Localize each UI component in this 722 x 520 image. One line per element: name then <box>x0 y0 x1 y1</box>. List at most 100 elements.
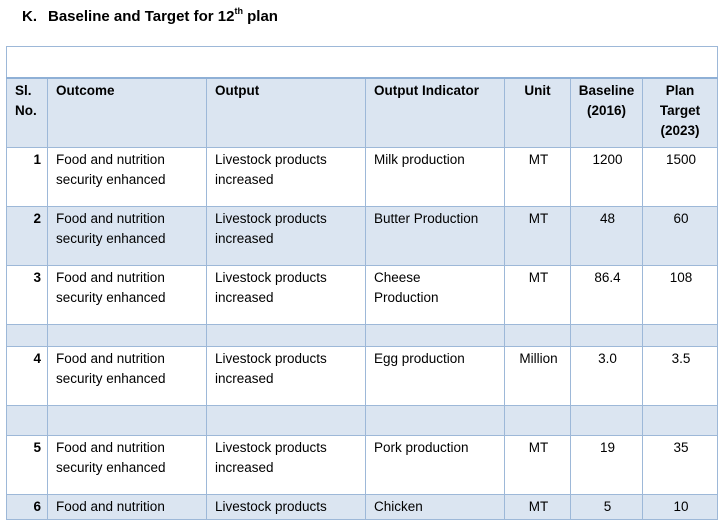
header-outcome: Outcome <box>47 77 207 148</box>
cell-target: 60 <box>641 206 719 266</box>
cell-outcome-line1: Food and nutrition <box>56 351 165 366</box>
section-letter: K. <box>22 8 37 25</box>
cell-baseline: 5 <box>570 494 643 520</box>
cell-output: Livestock products <box>206 494 366 520</box>
cell-output-line2: increased <box>215 172 274 187</box>
cell-outcome-line2: security enhanced <box>56 290 166 305</box>
cell-indicator-line1: Cheese <box>374 270 421 285</box>
cell-outcome-line2: security enhanced <box>56 371 166 386</box>
cell-indicator: Butter Production <box>365 206 505 266</box>
header-target-line1: Plan <box>665 83 695 98</box>
table-row: 1 Food and nutrition security enhanced Li… <box>6 147 719 207</box>
cell-unit: MT <box>504 435 571 495</box>
cell-indicator-line2: Production <box>374 290 439 305</box>
cell-outcome-line2: security enhanced <box>56 231 166 246</box>
cell-outcome-line1: Food and nutrition <box>56 270 165 285</box>
cell-unit: MT <box>504 265 571 325</box>
table-row: 2 Food and nutrition security enhanced Li… <box>6 206 719 266</box>
cell-output-line2: increased <box>215 371 274 386</box>
cell-indicator: Egg production <box>365 346 505 406</box>
cell-output-line2: increased <box>215 460 274 475</box>
cell-output: Livestock products increased <box>206 265 366 325</box>
cell-target: 1500 <box>641 147 719 207</box>
cell-indicator: Cheese Production <box>365 265 505 325</box>
table-row: 3 Food and nutrition security enhanced Li… <box>6 265 719 325</box>
header-unit: Unit <box>504 77 571 148</box>
table-title-cell <box>5 46 719 79</box>
section-title: Baseline and Target for 12 <box>48 8 235 25</box>
baseline-target-table: Sl. No. Outcome Output Output Indicator U… <box>5 46 719 520</box>
cell-output-line1: Livestock products <box>215 351 327 366</box>
header-target-line3: (2023) <box>660 123 700 138</box>
cell-outcome: Food and nutrition security enhanced <box>47 265 207 325</box>
cell-outcome: Food and nutrition security enhanced <box>47 435 207 495</box>
cell-outcome: Food and nutrition security enhanced <box>47 147 207 207</box>
cell-outcome-line1: Food and nutrition <box>56 211 165 226</box>
table-row: 5 Food and nutrition security enhanced Li… <box>6 435 719 495</box>
cell-output: Livestock products increased <box>206 147 366 207</box>
cell-indicator-line1: Chicken <box>374 499 423 514</box>
table-row: 6 Food and nutrition Livestock products … <box>6 494 719 520</box>
cell-unit: MT <box>504 494 571 520</box>
cell-sl-no: 5 <box>6 435 48 495</box>
cell-baseline: 48 <box>570 206 643 266</box>
cell-output-line1: Livestock products <box>215 440 327 455</box>
cell-indicator-line1: Milk production <box>374 152 465 167</box>
cell-sl-no: 3 <box>6 265 48 325</box>
cell-output-line2: increased <box>215 231 274 246</box>
cell-output: Livestock products increased <box>206 346 366 406</box>
cell-output-line1: Livestock products <box>215 211 327 226</box>
header-target-line2: Target <box>659 103 701 118</box>
header-plan-target: Plan Target (2023) <box>641 77 719 148</box>
section-title-suffix: plan <box>242 8 278 25</box>
cell-outcome-line1: Food and nutrition <box>56 152 165 167</box>
cell-indicator: Chicken <box>365 494 505 520</box>
cell-sl-no: 4 <box>6 346 48 406</box>
table-title-row <box>5 46 719 79</box>
cell-indicator-line1: Egg production <box>374 351 465 366</box>
cell-target: 10 <box>641 494 719 520</box>
cell-target: 35 <box>641 435 719 495</box>
cell-indicator: Milk production <box>365 147 505 207</box>
header-baseline-line2: (2016) <box>586 103 627 118</box>
cell-output: Livestock products increased <box>206 435 366 495</box>
cell-outcome-line2: security enhanced <box>56 460 166 475</box>
section-heading: K. Baseline and Target for 12th plan <box>22 6 278 25</box>
cell-baseline: 19 <box>570 435 643 495</box>
cell-outcome: Food and nutrition <box>47 494 207 520</box>
cell-outcome-line1: Food and nutrition <box>56 440 165 455</box>
header-sl-line1: Sl. <box>15 83 32 98</box>
header-baseline: Baseline (2016) <box>570 77 643 148</box>
header-output: Output <box>206 77 366 148</box>
cell-outcome-line2: security enhanced <box>56 172 166 187</box>
cell-output: Livestock products increased <box>206 206 366 266</box>
spacer-row <box>6 405 719 436</box>
cell-outcome: Food and nutrition security enhanced <box>47 346 207 406</box>
header-output-indicator: Output Indicator <box>365 77 505 148</box>
cell-unit: Million <box>504 346 571 406</box>
cell-baseline: 1200 <box>570 147 643 207</box>
cell-baseline: 3.0 <box>570 346 643 406</box>
table-header-row: Sl. No. Outcome Output Output Indicator U… <box>6 77 719 148</box>
cell-output-line1: Livestock products <box>215 152 327 167</box>
cell-outcome: Food and nutrition security enhanced <box>47 206 207 266</box>
cell-sl-no: 6 <box>6 494 48 520</box>
cell-output-line2: increased <box>215 290 274 305</box>
cell-sl-no: 1 <box>6 147 48 207</box>
cell-unit: MT <box>504 147 571 207</box>
ordinal-suffix: th <box>234 6 243 16</box>
cell-output-line1: Livestock products <box>215 270 327 285</box>
cell-target: 3.5 <box>641 346 719 406</box>
cell-indicator-line1: Pork production <box>374 440 469 455</box>
header-sl-line2: No. <box>15 103 37 118</box>
cell-baseline: 86.4 <box>570 265 643 325</box>
cell-indicator: Pork production <box>365 435 505 495</box>
cell-target: 108 <box>641 265 719 325</box>
spacer-row <box>6 324 719 347</box>
cell-unit: MT <box>504 206 571 266</box>
cell-sl-no: 2 <box>6 206 48 266</box>
table-row: 4 Food and nutrition security enhanced Li… <box>6 346 719 406</box>
header-baseline-line1: Baseline <box>578 83 635 98</box>
header-sl-no: Sl. No. <box>6 77 48 148</box>
cell-outcome-line1: Food and nutrition <box>56 499 165 514</box>
